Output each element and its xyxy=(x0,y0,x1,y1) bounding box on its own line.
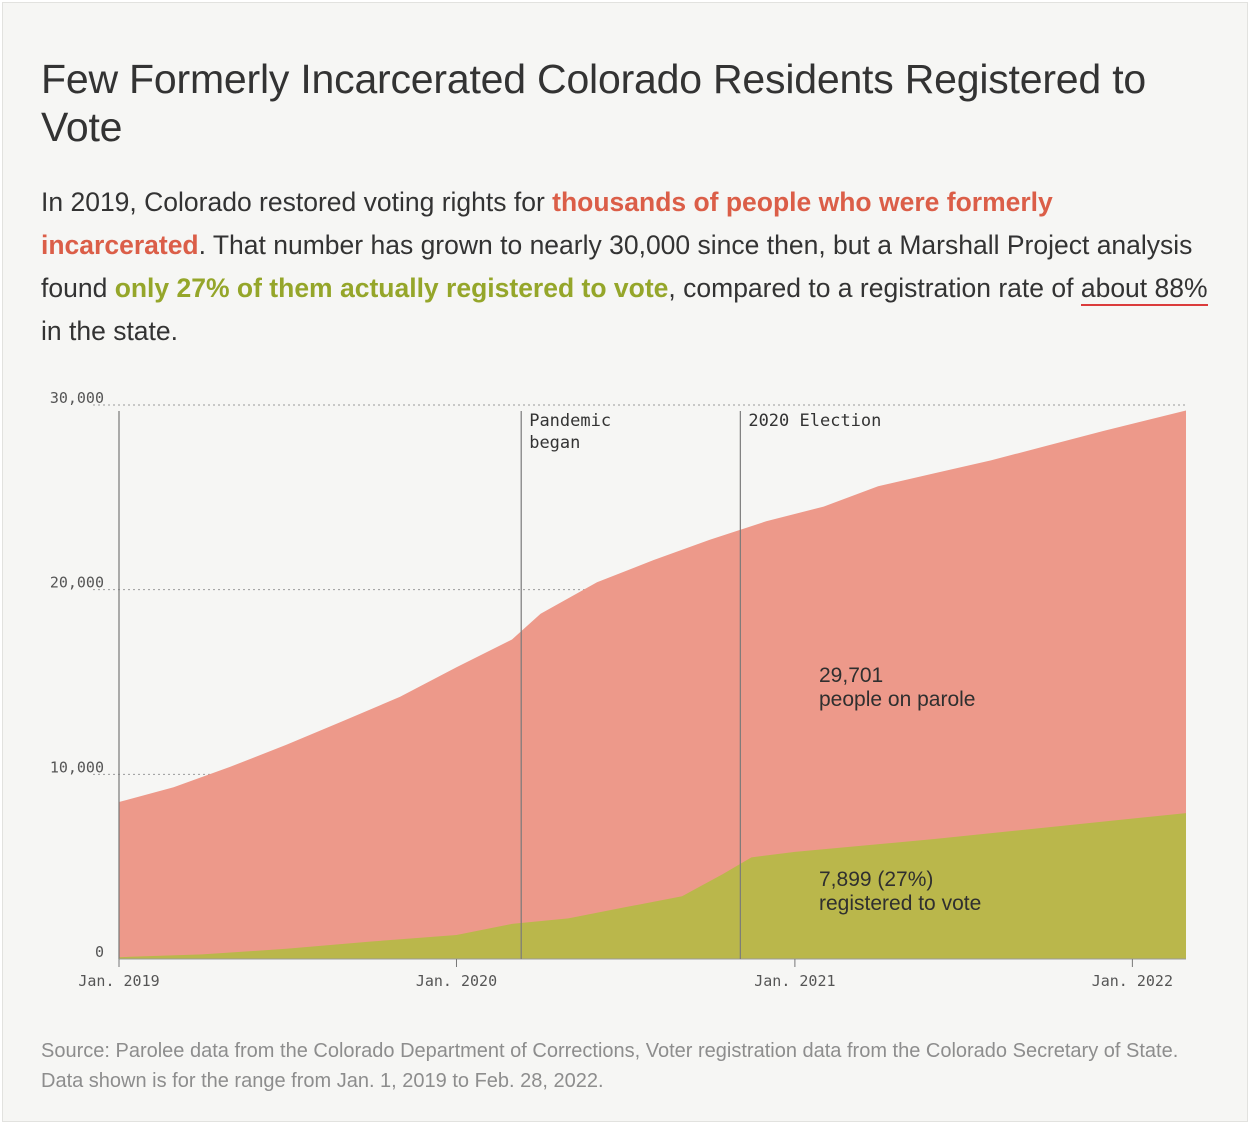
x-tick-label: Jan. 2020 xyxy=(416,972,497,990)
annotation-label: Pandemic xyxy=(529,411,611,431)
chart-dek: In 2019, Colorado restored voting rights… xyxy=(41,181,1211,353)
y-tick-label: 30,000 xyxy=(50,389,104,407)
chart-title: Few Formerly Incarcerated Colorado Resid… xyxy=(41,56,1146,150)
source-note: Source: Parolee data from the Colorado D… xyxy=(41,1040,1179,1092)
y-tick-label: 10,000 xyxy=(50,758,104,776)
x-tick-label: Jan. 2021 xyxy=(754,972,835,990)
dek-text-2: . That number has grown to nearly 30,000… xyxy=(41,230,1193,303)
dek-text-1: In 2019, Colorado restored voting rights… xyxy=(41,187,553,217)
y-tick-label: 20,000 xyxy=(50,574,104,592)
dek-highlight-formerly-incarcerated: thousands of people who were formerly in… xyxy=(41,187,1053,260)
x-tick-label: Jan. 2019 xyxy=(78,972,159,990)
dek-text-3: , compared to a registration rate of xyxy=(668,273,1081,303)
parole-data-label: people on parole xyxy=(819,688,975,711)
dek-text-4: in the state. xyxy=(41,316,179,346)
x-tick-label: Jan. 2022 xyxy=(1092,972,1173,990)
parole-area xyxy=(119,410,1186,959)
dek-link-88-percent[interactable]: about 88% xyxy=(1080,273,1208,306)
registered-area xyxy=(119,813,1186,959)
registered-data-label: registered to vote xyxy=(819,892,981,915)
annotation-label: began xyxy=(529,433,580,453)
registered-data-label: 7,899 (27%) xyxy=(819,868,933,891)
annotation-label: 2020 Election xyxy=(748,411,881,431)
dek-highlight-registered: only 27% of them actually registered to … xyxy=(114,273,669,303)
y-tick-label: 0 xyxy=(95,943,104,961)
parole-data-label: 29,701 xyxy=(819,664,883,687)
